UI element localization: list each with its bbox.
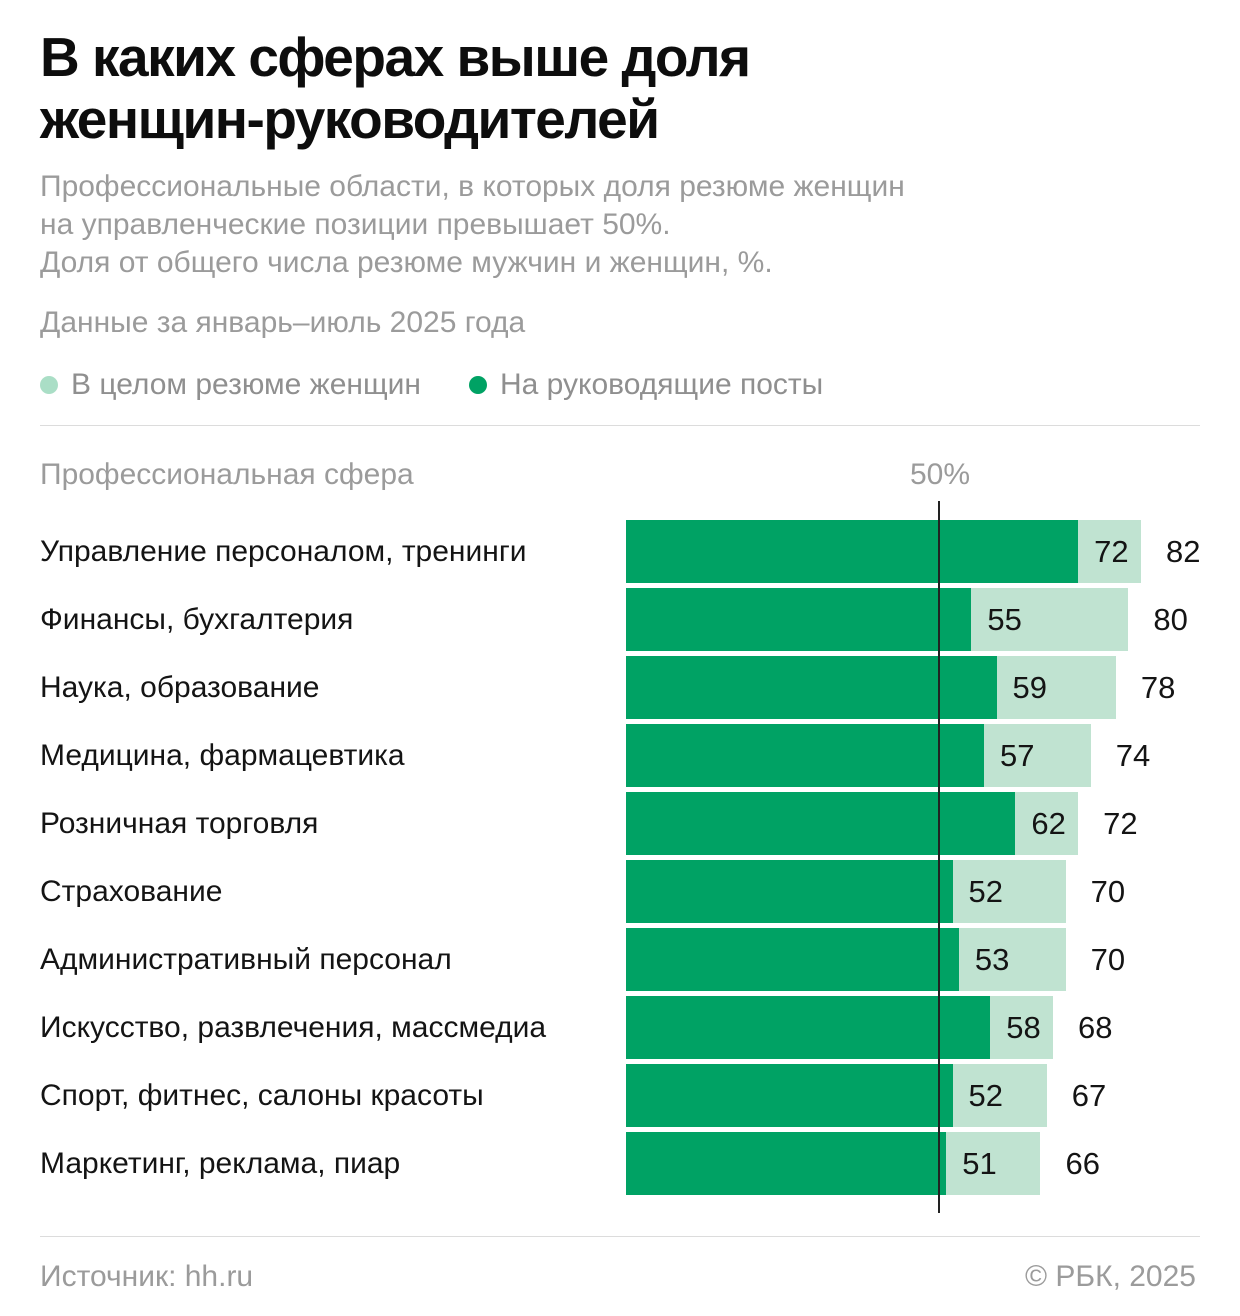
legend-dot-leadership	[468, 376, 487, 394]
bar-leadership	[626, 792, 1016, 855]
page-title: В каких сферах выше доля женщин-руководи…	[40, 26, 1200, 150]
leadership-value: 62	[1031, 805, 1066, 841]
bar-leadership	[626, 656, 997, 719]
leadership-value: 72	[1094, 533, 1129, 569]
copyright-note: © РБК, 2025	[1024, 1260, 1196, 1293]
bar-leadership	[626, 996, 991, 1059]
bar-leadership	[626, 928, 959, 991]
leadership-value: 59	[1012, 669, 1047, 705]
leadership-value: 52	[968, 873, 1004, 909]
chart-row: Маркетинг, реклама, пиар 51 66	[0, 1132, 1240, 1195]
bar-leadership	[626, 860, 953, 923]
leadership-value: 51	[962, 1145, 997, 1181]
total-value: 70	[1090, 873, 1126, 909]
legend-item-leadership: На руководящие посты	[468, 368, 824, 402]
chart-row: Управление персоналом, тренинги 72 82	[0, 520, 1240, 583]
subtitle-line1: Профессиональные области, в которых доля…	[40, 170, 905, 203]
category-label: Искусство, развлечения, массмедиа	[40, 1010, 547, 1044]
chart-row: Страхование 52 70	[0, 860, 1240, 923]
leadership-value: 55	[987, 601, 1022, 637]
leadership-value: 58	[1006, 1009, 1041, 1045]
top-divider	[40, 425, 1200, 426]
total-value: 70	[1090, 941, 1126, 977]
subtitle-line2: на управленческие позиции превышает 50%.	[40, 208, 671, 241]
total-value: 72	[1103, 805, 1138, 841]
total-value: 78	[1140, 669, 1176, 705]
leadership-value: 52	[968, 1077, 1004, 1113]
subtitle: Профессиональные области, в которых доля…	[40, 168, 1200, 282]
category-label: Управление персоналом, тренинги	[40, 534, 527, 568]
legend-dot-total-women	[40, 376, 58, 394]
page-title-line2: женщин-руководителей	[40, 88, 660, 150]
legend-label-leadership: На руководящие посты	[499, 368, 824, 401]
subtitle-line3: Доля от общего числа резюме мужчин и жен…	[40, 246, 773, 279]
bar-leadership	[626, 520, 1079, 583]
category-label: Наука, образование	[40, 670, 320, 704]
threshold-label: 50%	[909, 458, 971, 491]
period-note: Данные за январь–июль 2025 года	[40, 306, 526, 339]
bottom-divider	[40, 1236, 1200, 1237]
total-value: 67	[1071, 1077, 1107, 1113]
leadership-value: 53	[974, 941, 1010, 977]
page-title-line1: В каких сферах выше доля	[40, 26, 751, 88]
threshold-line	[938, 501, 940, 1213]
category-label: Финансы, бухгалтерия	[40, 602, 354, 636]
chart-row: Административный персонал 53 70	[0, 928, 1240, 991]
chart-row: Финансы, бухгалтерия 55 80	[0, 588, 1240, 651]
total-value: 80	[1153, 601, 1188, 637]
legend: В целом резюме женщин На руководящие пос…	[40, 368, 823, 402]
chart-row: Спорт, фитнес, салоны красоты 52 67	[0, 1064, 1240, 1127]
source-note: Источник: hh.ru	[40, 1260, 254, 1293]
bar-leadership	[626, 724, 984, 787]
category-label: Страхование	[40, 874, 223, 908]
category-label: Административный персонал	[40, 942, 452, 976]
chart-row: Искусство, развлечения, массмедиа 58 68	[0, 996, 1240, 1059]
total-value: 68	[1078, 1009, 1113, 1045]
legend-label-total-women: В целом резюме женщин	[71, 368, 421, 401]
chart-column-header: Профессиональная сфера	[40, 458, 414, 491]
chart-row: Наука, образование 59 78	[0, 656, 1240, 719]
chart-row: Розничная торговля 62 72	[0, 792, 1240, 855]
legend-item-total-women: В целом резюме женщин	[40, 368, 421, 402]
chart-row: Медицина, фармацевтика 57 74	[0, 724, 1240, 787]
category-label: Медицина, фармацевтика	[40, 738, 405, 772]
leadership-value: 57	[999, 737, 1035, 773]
total-value: 66	[1065, 1145, 1100, 1181]
category-label: Розничная торговля	[40, 806, 319, 840]
total-value: 74	[1115, 737, 1151, 773]
category-label: Спорт, фитнес, салоны красоты	[40, 1078, 484, 1112]
bar-leadership	[626, 1132, 947, 1195]
bar-leadership	[626, 588, 972, 651]
bar-leadership	[626, 1064, 953, 1127]
total-value: 82	[1165, 533, 1201, 569]
category-label: Маркетинг, реклама, пиар	[40, 1146, 401, 1180]
